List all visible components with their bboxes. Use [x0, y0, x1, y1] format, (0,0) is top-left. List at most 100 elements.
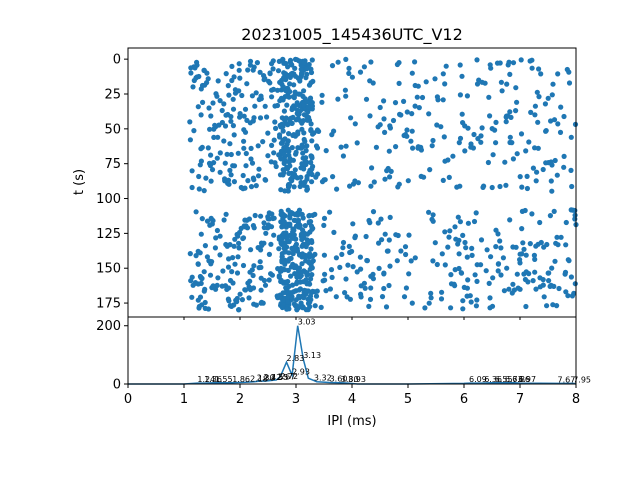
raster-point	[497, 183, 503, 190]
raster-point	[448, 305, 454, 311]
raster-point	[387, 174, 393, 180]
raster-point	[222, 123, 229, 129]
raster-point	[278, 211, 284, 218]
raster-point	[259, 299, 265, 305]
raster-point	[514, 99, 520, 105]
raster-point	[396, 60, 402, 66]
histogram-frame	[127, 316, 577, 385]
raster-point	[247, 278, 253, 284]
raster-point	[529, 65, 535, 71]
raster-point	[197, 162, 203, 168]
peak-label: 2.42	[264, 373, 282, 382]
raster-point	[362, 285, 368, 291]
raster-point	[377, 122, 383, 128]
raster-point	[304, 231, 311, 237]
raster-point	[287, 222, 293, 228]
raster-point	[549, 188, 555, 194]
raster-point	[228, 172, 234, 178]
raster-point	[563, 289, 569, 295]
raster-point	[187, 251, 193, 257]
raster-point	[537, 284, 543, 290]
raster-point	[212, 245, 218, 251]
raster-point	[401, 98, 407, 104]
raster-point	[456, 251, 462, 257]
raster-point	[286, 283, 292, 289]
raster-point	[231, 132, 237, 138]
raster-point	[296, 91, 302, 97]
raster-point	[329, 63, 336, 69]
peak-label: 2.55	[271, 373, 289, 382]
histogram-x-tick-label: 5	[404, 392, 412, 407]
raster-point	[297, 58, 303, 64]
raster-point	[265, 153, 271, 159]
raster-point	[240, 172, 246, 179]
raster-point	[428, 290, 434, 296]
raster-point	[225, 177, 232, 183]
raster-point	[304, 176, 310, 182]
raster-point	[434, 122, 440, 128]
raster-point	[445, 244, 451, 250]
raster-point	[273, 125, 279, 131]
raster-point	[509, 140, 515, 146]
raster-point	[503, 114, 509, 120]
raster-point	[350, 264, 356, 270]
raster-point	[497, 238, 503, 244]
raster-point	[251, 225, 257, 231]
raster-point	[489, 303, 496, 309]
raster-point	[350, 221, 356, 227]
raster-point	[229, 269, 235, 275]
raster-point	[285, 258, 291, 264]
raster-point	[343, 56, 349, 63]
raster-point	[563, 242, 569, 248]
raster-point	[478, 237, 485, 243]
raster-point	[276, 246, 282, 252]
raster-point	[414, 94, 420, 100]
raster-point	[412, 59, 418, 65]
raster-point	[295, 212, 301, 218]
raster-point	[279, 77, 285, 83]
raster-point	[241, 145, 247, 151]
raster-point	[235, 150, 241, 156]
raster-point	[321, 252, 327, 258]
raster-point	[340, 153, 346, 159]
raster-point	[253, 183, 259, 189]
raster-point	[293, 174, 299, 180]
raster-point	[347, 183, 353, 189]
raster-point	[206, 258, 212, 264]
raster-point	[382, 129, 388, 135]
raster-point	[457, 135, 464, 141]
raster-point	[490, 152, 496, 158]
raster-point	[261, 220, 267, 226]
peak-label: 1.36	[204, 375, 222, 384]
raster-point	[333, 255, 339, 261]
raster-point	[224, 286, 230, 292]
peak-label: 2.67	[278, 373, 296, 382]
raster-point	[308, 153, 314, 159]
raster-y-axis-label: t (s)	[72, 169, 87, 195]
raster-point	[463, 245, 469, 251]
raster-point	[394, 258, 400, 264]
raster-point	[197, 294, 204, 300]
raster-point	[284, 306, 290, 312]
raster-point	[217, 233, 223, 239]
raster-point	[250, 285, 257, 291]
raster-point	[456, 140, 462, 146]
raster-point	[281, 137, 287, 143]
raster-point	[457, 92, 463, 98]
raster-point	[187, 119, 193, 125]
raster-y-tick-label: 25	[104, 87, 121, 102]
raster-point	[188, 70, 194, 76]
raster-point	[189, 294, 195, 300]
chart-title: 20231005_145436UTC_V12	[241, 25, 463, 45]
raster-point	[367, 113, 373, 119]
raster-point	[263, 230, 269, 236]
raster-point	[223, 211, 229, 217]
raster-point	[192, 280, 198, 286]
peak-label: 3.32	[314, 374, 332, 383]
raster-point	[306, 61, 312, 68]
raster-point	[555, 242, 561, 248]
raster-point	[518, 131, 525, 137]
peak-label: 7.67	[558, 375, 576, 384]
raster-point	[313, 293, 320, 299]
